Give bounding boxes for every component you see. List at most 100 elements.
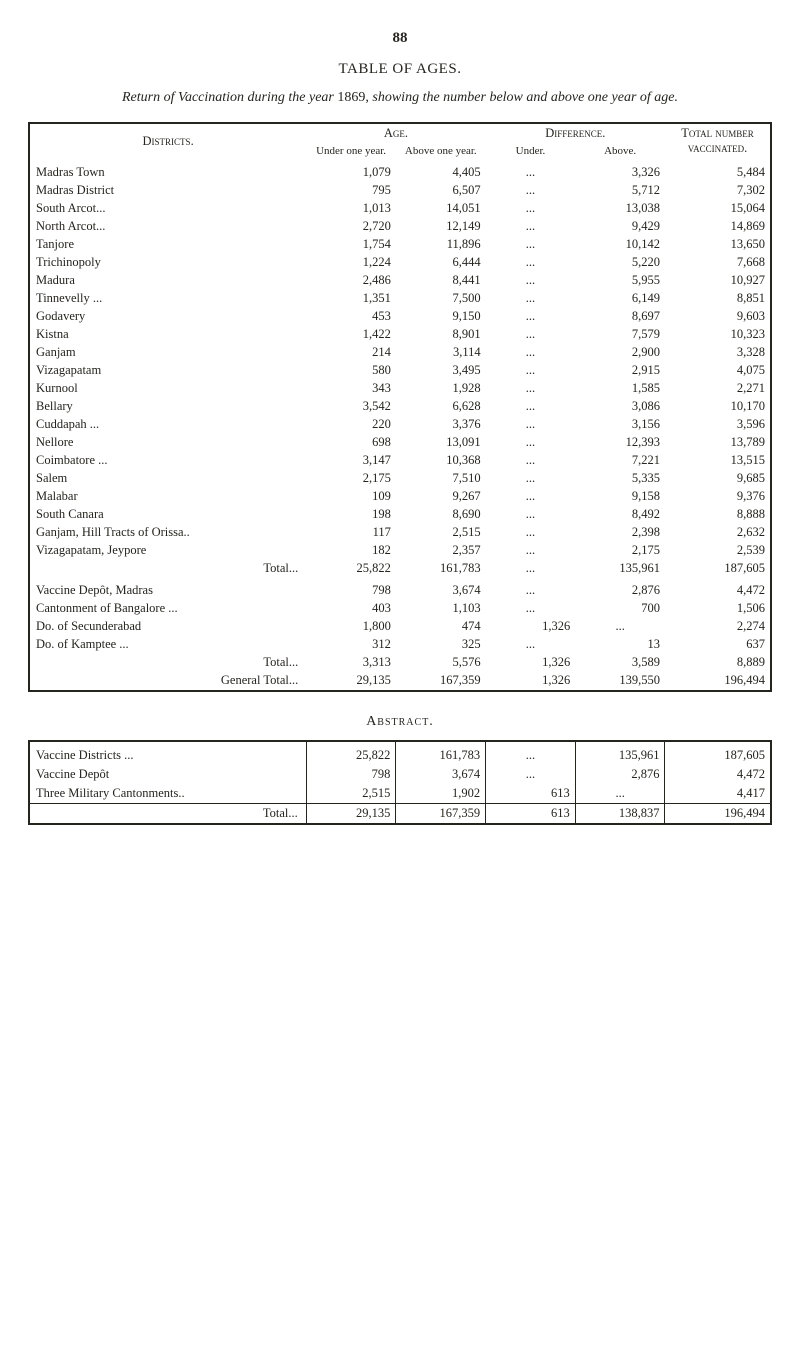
value-cell: ... [486,741,576,765]
value-cell: 1,754 [306,235,396,253]
total1-a: 135,961 [575,559,665,577]
value-cell: 1,422 [306,325,396,343]
value-cell: 8,888 [665,505,771,523]
value-cell: 1,351 [306,289,396,307]
value-cell: 2,398 [575,523,665,541]
value-cell: 2,271 [665,379,771,397]
value-cell: ... [486,505,576,523]
table-title: TABLE OF AGES. [28,61,772,78]
value-cell: 798 [306,765,396,784]
value-cell: 8,851 [665,289,771,307]
value-cell: 325 [396,636,486,654]
value-cell: 7,221 [575,451,665,469]
district-cell: Vizagapatam, Jeypore [29,541,306,559]
value-cell: 3,156 [575,415,665,433]
value-cell: 198 [306,505,396,523]
table-row: Three Military Cantonments..2,5151,90261… [29,784,771,804]
total2-t: 8,889 [665,654,771,672]
district-cell: Cuddapah ... [29,415,306,433]
value-cell: 8,901 [396,325,486,343]
value-cell: 14,051 [396,199,486,217]
hdr-diff: Difference. [486,123,665,143]
value-cell: 795 [306,181,396,199]
value-cell: ... [486,181,576,199]
value-cell: 187,605 [665,741,771,765]
total2-u: 1,326 [486,654,576,672]
atotal-a1: 167,359 [396,803,486,824]
hdr-age: Age. [306,123,485,143]
value-cell: 13,515 [665,451,771,469]
value-cell: 2,720 [306,217,396,235]
district-cell: Vaccine Depôt, Madras [29,577,306,600]
page-number: 88 [28,30,772,47]
table-row: Ganjam2143,114...2,9003,328 [29,343,771,361]
main-table: Districts. Age. Difference. Total number… [28,122,772,692]
value-cell: 2,175 [306,469,396,487]
value-cell: 220 [306,415,396,433]
table-row: Coimbatore ...3,14710,368...7,22113,515 [29,451,771,469]
value-cell: 9,603 [665,307,771,325]
value-cell: ... [486,451,576,469]
abstract-body: Vaccine Districts ...25,822161,783...135… [29,741,771,804]
table-row: Ganjam, Hill Tracts of Orissa..1172,515.… [29,523,771,541]
table-row: Vizagapatam5803,495...2,9154,075 [29,361,771,379]
value-cell: 698 [306,433,396,451]
value-cell: 343 [306,379,396,397]
district-cell: South Canara [29,505,306,523]
value-cell: 453 [306,307,396,325]
district-cell: Kistna [29,325,306,343]
table-row: Salem2,1757,510...5,3359,685 [29,469,771,487]
total-row-2: Total... 3,313 5,576 1,326 3,589 8,889 [29,654,771,672]
value-cell: 3,542 [306,397,396,415]
value-cell: 5,955 [575,271,665,289]
hdr-districts: Districts. [29,123,306,159]
value-cell: 6,507 [396,181,486,199]
district-cell: Ganjam, Hill Tracts of Orissa.. [29,523,306,541]
value-cell: 5,484 [665,159,771,182]
value-cell: 1,326 [486,618,576,636]
atotal-t: 196,494 [665,803,771,824]
value-cell: 2,515 [306,784,396,804]
total1-a1: 161,783 [396,559,486,577]
value-cell: 10,323 [665,325,771,343]
value-cell: ... [486,415,576,433]
value-cell: ... [575,618,665,636]
grand-u1: 29,135 [306,672,396,691]
grand-a1: 167,359 [396,672,486,691]
value-cell: 5,712 [575,181,665,199]
table-row: Madras District7956,507...5,7127,302 [29,181,771,199]
caption-year: 1869, [334,90,373,105]
value-cell: 2,915 [575,361,665,379]
value-cell: ... [486,253,576,271]
value-cell: 214 [306,343,396,361]
table-row: North Arcot...2,72012,149...9,42914,869 [29,217,771,235]
table-row: Godavery4539,150...8,6979,603 [29,307,771,325]
value-cell: 9,685 [665,469,771,487]
value-cell: 7,302 [665,181,771,199]
district-cell: South Arcot... [29,199,306,217]
value-cell: ... [486,397,576,415]
table-row: Do. of Kamptee ...312325...13637 [29,636,771,654]
value-cell: 3,328 [665,343,771,361]
grand-u: 1,326 [486,672,576,691]
value-cell: 12,149 [396,217,486,235]
value-cell: 2,357 [396,541,486,559]
grand-t: 196,494 [665,672,771,691]
district-cell: Nellore [29,433,306,451]
total2-label: Total... [29,654,306,672]
value-cell: 10,368 [396,451,486,469]
table-body-2: Vaccine Depôt, Madras7983,674...2,8764,4… [29,577,771,654]
table-row: Bellary3,5426,628...3,08610,170 [29,397,771,415]
value-cell: 5,220 [575,253,665,271]
value-cell: 3,147 [306,451,396,469]
value-cell: 8,690 [396,505,486,523]
table-row: Kistna1,4228,901...7,57910,323 [29,325,771,343]
total2-a: 3,589 [575,654,665,672]
total1-u: ... [486,559,576,577]
table-row: Kurnool3431,928...1,5852,271 [29,379,771,397]
value-cell: ... [486,469,576,487]
district-cell: Madras District [29,181,306,199]
district-cell: Do. of Kamptee ... [29,636,306,654]
value-cell: 7,500 [396,289,486,307]
value-cell: ... [486,271,576,289]
